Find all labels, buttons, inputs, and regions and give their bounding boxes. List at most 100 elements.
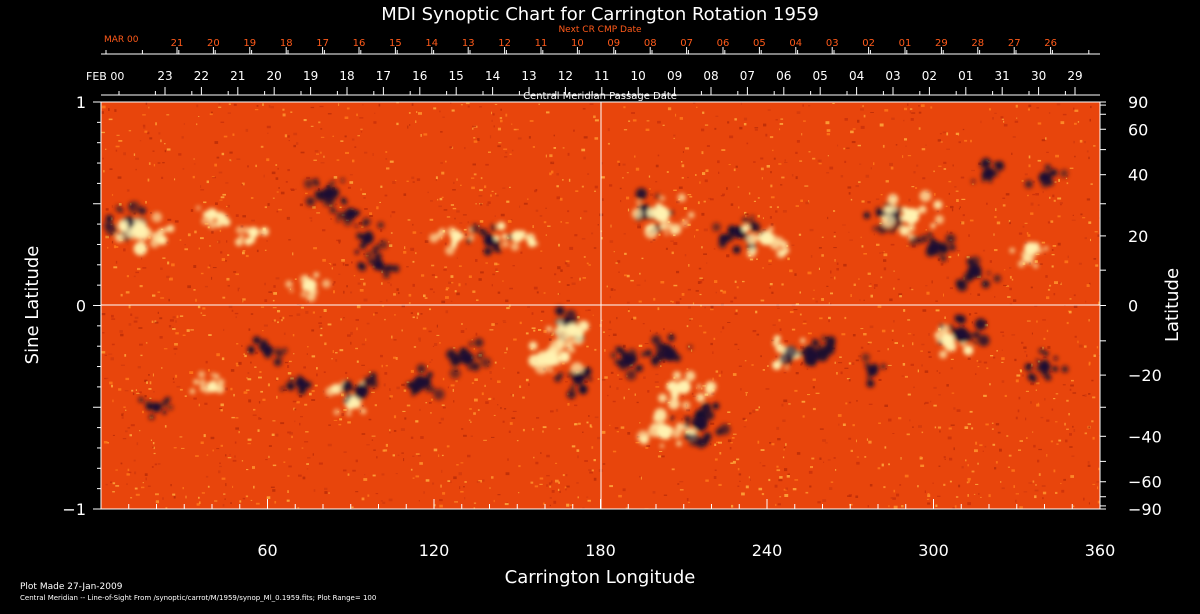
field-speckle-dot bbox=[374, 112, 376, 114]
field-speckle-dot bbox=[328, 424, 331, 426]
field-speckle-dot bbox=[721, 149, 726, 151]
field-speckle-dot bbox=[630, 279, 634, 282]
field-speckle-dot bbox=[768, 259, 772, 263]
field-speckle-dot bbox=[347, 473, 350, 476]
field-speckle-dot bbox=[500, 108, 502, 111]
cmp-date-label: 05 bbox=[813, 69, 828, 83]
field-speckle-dot bbox=[198, 501, 201, 504]
magnetic-negative-region bbox=[940, 245, 949, 254]
field-speckle-dot bbox=[659, 451, 663, 452]
field-speckle-dot bbox=[198, 247, 200, 250]
field-speckle-dot bbox=[823, 461, 825, 463]
field-speckle-dot bbox=[864, 456, 867, 458]
magnetic-positive-core bbox=[940, 333, 955, 348]
field-speckle-dot bbox=[730, 300, 734, 303]
field-speckle-dot bbox=[472, 127, 474, 130]
magnetogram-field bbox=[101, 102, 1100, 509]
field-speckle-dot bbox=[970, 139, 972, 143]
field-speckle-dot bbox=[928, 333, 930, 336]
field-speckle-dot bbox=[170, 484, 172, 487]
field-speckle-dot bbox=[1069, 433, 1072, 436]
magnetic-positive-region bbox=[215, 384, 225, 394]
field-speckle-dot bbox=[361, 433, 366, 435]
field-speckle-dot bbox=[612, 333, 617, 336]
magnetic-positive-region bbox=[560, 327, 566, 333]
field-speckle-dot bbox=[494, 323, 498, 325]
field-speckle-dot bbox=[840, 175, 844, 178]
field-speckle-dot bbox=[410, 312, 413, 314]
field-speckle-dot bbox=[445, 287, 450, 289]
field-speckle-dot bbox=[558, 243, 560, 247]
field-speckle-dot bbox=[893, 287, 895, 290]
magnetic-positive-region bbox=[1043, 246, 1049, 251]
field-speckle-dot bbox=[393, 415, 397, 419]
field-speckle-dot bbox=[959, 206, 961, 209]
field-speckle-dot bbox=[525, 378, 529, 382]
field-speckle-dot bbox=[308, 274, 310, 277]
magnetic-negative-region bbox=[866, 379, 875, 388]
field-speckle-dot bbox=[123, 248, 126, 252]
field-speckle-dot bbox=[858, 278, 860, 280]
field-speckle-dot bbox=[287, 372, 292, 375]
magnetic-negative-region bbox=[949, 244, 956, 251]
field-speckle-dot bbox=[363, 298, 368, 302]
field-speckle-dot bbox=[1072, 392, 1077, 394]
field-speckle-dot bbox=[1040, 347, 1044, 349]
field-speckle-dot bbox=[1046, 329, 1049, 333]
field-speckle-dot bbox=[153, 391, 155, 393]
field-speckle-dot bbox=[943, 161, 947, 164]
magnetic-negative-region bbox=[303, 178, 314, 189]
field-speckle-dot bbox=[855, 495, 859, 498]
field-speckle-dot bbox=[607, 394, 609, 397]
field-speckle-dot bbox=[442, 377, 445, 381]
field-speckle-dot bbox=[232, 459, 237, 462]
field-speckle-dot bbox=[769, 136, 774, 139]
field-speckle-dot bbox=[471, 186, 475, 190]
magnetic-positive-region bbox=[566, 339, 574, 347]
field-speckle-dot bbox=[356, 327, 358, 331]
field-speckle-dot bbox=[184, 395, 187, 397]
magnetic-negative-region bbox=[1024, 363, 1033, 371]
field-speckle-dot bbox=[968, 234, 970, 237]
field-speckle-dot bbox=[223, 135, 228, 138]
field-speckle-dot bbox=[111, 240, 114, 244]
field-speckle-dot bbox=[566, 264, 570, 267]
field-speckle-dot bbox=[756, 258, 758, 260]
magnetic-negative-core bbox=[361, 232, 374, 245]
field-speckle-dot bbox=[687, 501, 691, 504]
field-speckle-dot bbox=[782, 210, 787, 213]
field-speckle-dot bbox=[1052, 194, 1055, 198]
magnetic-negative-region bbox=[449, 356, 460, 367]
field-speckle-dot bbox=[197, 305, 201, 309]
field-speckle-dot bbox=[236, 158, 241, 160]
field-speckle-dot bbox=[1042, 356, 1047, 358]
field-speckle-dot bbox=[368, 371, 371, 374]
magnetic-positive-region bbox=[919, 190, 932, 203]
field-speckle-dot bbox=[312, 206, 316, 209]
field-speckle-dot bbox=[350, 341, 352, 345]
field-speckle-dot bbox=[225, 260, 227, 262]
field-speckle-dot bbox=[389, 429, 391, 432]
field-speckle-dot bbox=[264, 299, 268, 302]
field-speckle-dot bbox=[241, 299, 243, 302]
field-speckle-dot bbox=[643, 376, 646, 379]
field-speckle-dot bbox=[532, 428, 534, 431]
field-speckle-dot bbox=[860, 108, 864, 111]
field-speckle-dot bbox=[927, 494, 931, 497]
field-speckle-dot bbox=[310, 219, 313, 222]
field-speckle-dot bbox=[404, 246, 406, 250]
field-speckle-dot bbox=[333, 176, 338, 179]
field-speckle-dot bbox=[627, 432, 631, 435]
field-speckle-dot bbox=[311, 399, 316, 401]
next-cr-date-label: 29 bbox=[935, 38, 948, 49]
field-speckle-dot bbox=[933, 404, 937, 407]
field-speckle-dot bbox=[474, 378, 478, 381]
field-speckle-dot bbox=[227, 285, 230, 287]
field-speckle-dot bbox=[260, 418, 262, 420]
y-right-tick-label: 90 bbox=[1128, 93, 1148, 112]
field-speckle-dot bbox=[902, 155, 904, 158]
field-speckle-dot bbox=[432, 482, 435, 485]
field-speckle-dot bbox=[710, 198, 714, 201]
field-speckle-dot bbox=[418, 339, 421, 342]
field-speckle-dot bbox=[727, 439, 732, 443]
